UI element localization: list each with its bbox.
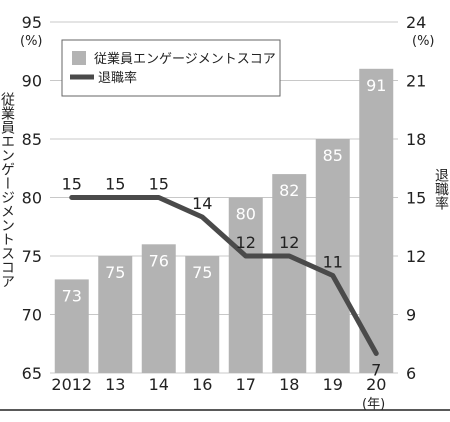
x-tick-label: 16 bbox=[192, 375, 212, 394]
x-tick-label: 14 bbox=[149, 375, 169, 394]
x-tick-label: 18 bbox=[279, 375, 299, 394]
bar bbox=[359, 68, 394, 374]
bar bbox=[315, 139, 350, 373]
left-tick-label: 90 bbox=[22, 72, 42, 91]
x-tick-label: 20 bbox=[366, 375, 386, 394]
bar-value-label: 75 bbox=[192, 263, 212, 282]
legend-box bbox=[61, 39, 281, 97]
right-tick-label: 12 bbox=[406, 247, 426, 266]
bar-series bbox=[54, 68, 394, 374]
legend-label-bar: 従業員エンゲージメントスコア bbox=[94, 51, 276, 67]
left-tick-label: 70 bbox=[22, 306, 42, 325]
bar bbox=[272, 174, 307, 373]
line-value-label: 15 bbox=[62, 175, 82, 194]
right-tick-label: 18 bbox=[406, 130, 426, 149]
bar bbox=[228, 197, 263, 373]
right-axis-unit: (%) bbox=[412, 34, 435, 49]
x-tick-label: 2012 bbox=[51, 375, 92, 394]
bar-value-labels: 73 75 76 75 80 82 85 91 bbox=[62, 76, 387, 306]
legend-label-line: 退職率 bbox=[98, 70, 137, 86]
left-tick-label: 80 bbox=[22, 189, 42, 208]
left-axis-unit: (%) bbox=[20, 34, 43, 49]
bar-value-label: 82 bbox=[279, 181, 299, 200]
bar bbox=[185, 256, 220, 373]
bar bbox=[98, 256, 133, 373]
left-tick-label: 65 bbox=[22, 364, 42, 383]
line-value-label: 12 bbox=[236, 233, 256, 252]
line-path bbox=[69, 195, 379, 356]
right-axis-title: 退職率 bbox=[433, 168, 449, 210]
bar-value-label: 91 bbox=[366, 76, 386, 95]
bar-value-label: 76 bbox=[149, 251, 169, 270]
left-axis-title: 従業員エンゲージメントスコア bbox=[0, 92, 15, 288]
legend-swatch-bar bbox=[72, 51, 86, 65]
line-value-label: 11 bbox=[323, 253, 343, 272]
left-tick-label: 95 bbox=[22, 13, 42, 32]
line-value-labels: 15 15 15 14 12 12 11 7 bbox=[62, 175, 382, 380]
line-series bbox=[69, 195, 379, 356]
right-tick-label: 24 bbox=[406, 13, 426, 32]
bar-value-label: 85 bbox=[323, 146, 343, 165]
x-axis-ticks: 2012 13 14 16 17 18 19 20 bbox=[51, 375, 386, 394]
right-tick-label: 15 bbox=[406, 189, 426, 208]
line-value-label: 7 bbox=[371, 361, 381, 380]
legend: 従業員エンゲージメントスコア 退職率 bbox=[61, 39, 281, 97]
left-tick-label: 75 bbox=[22, 247, 42, 266]
x-tick-label: 19 bbox=[323, 375, 343, 394]
bar-value-label: 73 bbox=[62, 286, 82, 305]
right-tick-label: 9 bbox=[406, 306, 416, 325]
left-tick-label: 85 bbox=[22, 130, 42, 149]
line-value-label: 14 bbox=[192, 194, 212, 213]
bar-value-label: 80 bbox=[236, 205, 256, 224]
line-value-label: 15 bbox=[149, 175, 169, 194]
left-axis-ticks: 65 70 75 80 85 90 95 bbox=[22, 13, 42, 383]
x-axis-unit: (年) bbox=[362, 397, 385, 412]
line-value-label: 12 bbox=[279, 233, 299, 252]
line-value-label: 15 bbox=[105, 175, 125, 194]
bar bbox=[141, 244, 176, 373]
x-tick-label: 13 bbox=[105, 375, 125, 394]
right-axis-ticks: 6 9 12 15 18 21 24 bbox=[406, 13, 426, 383]
bar-value-label: 75 bbox=[105, 263, 125, 282]
x-tick-label: 17 bbox=[236, 375, 256, 394]
right-tick-label: 21 bbox=[406, 72, 426, 91]
right-tick-label: 6 bbox=[406, 364, 416, 383]
bar bbox=[54, 279, 89, 373]
